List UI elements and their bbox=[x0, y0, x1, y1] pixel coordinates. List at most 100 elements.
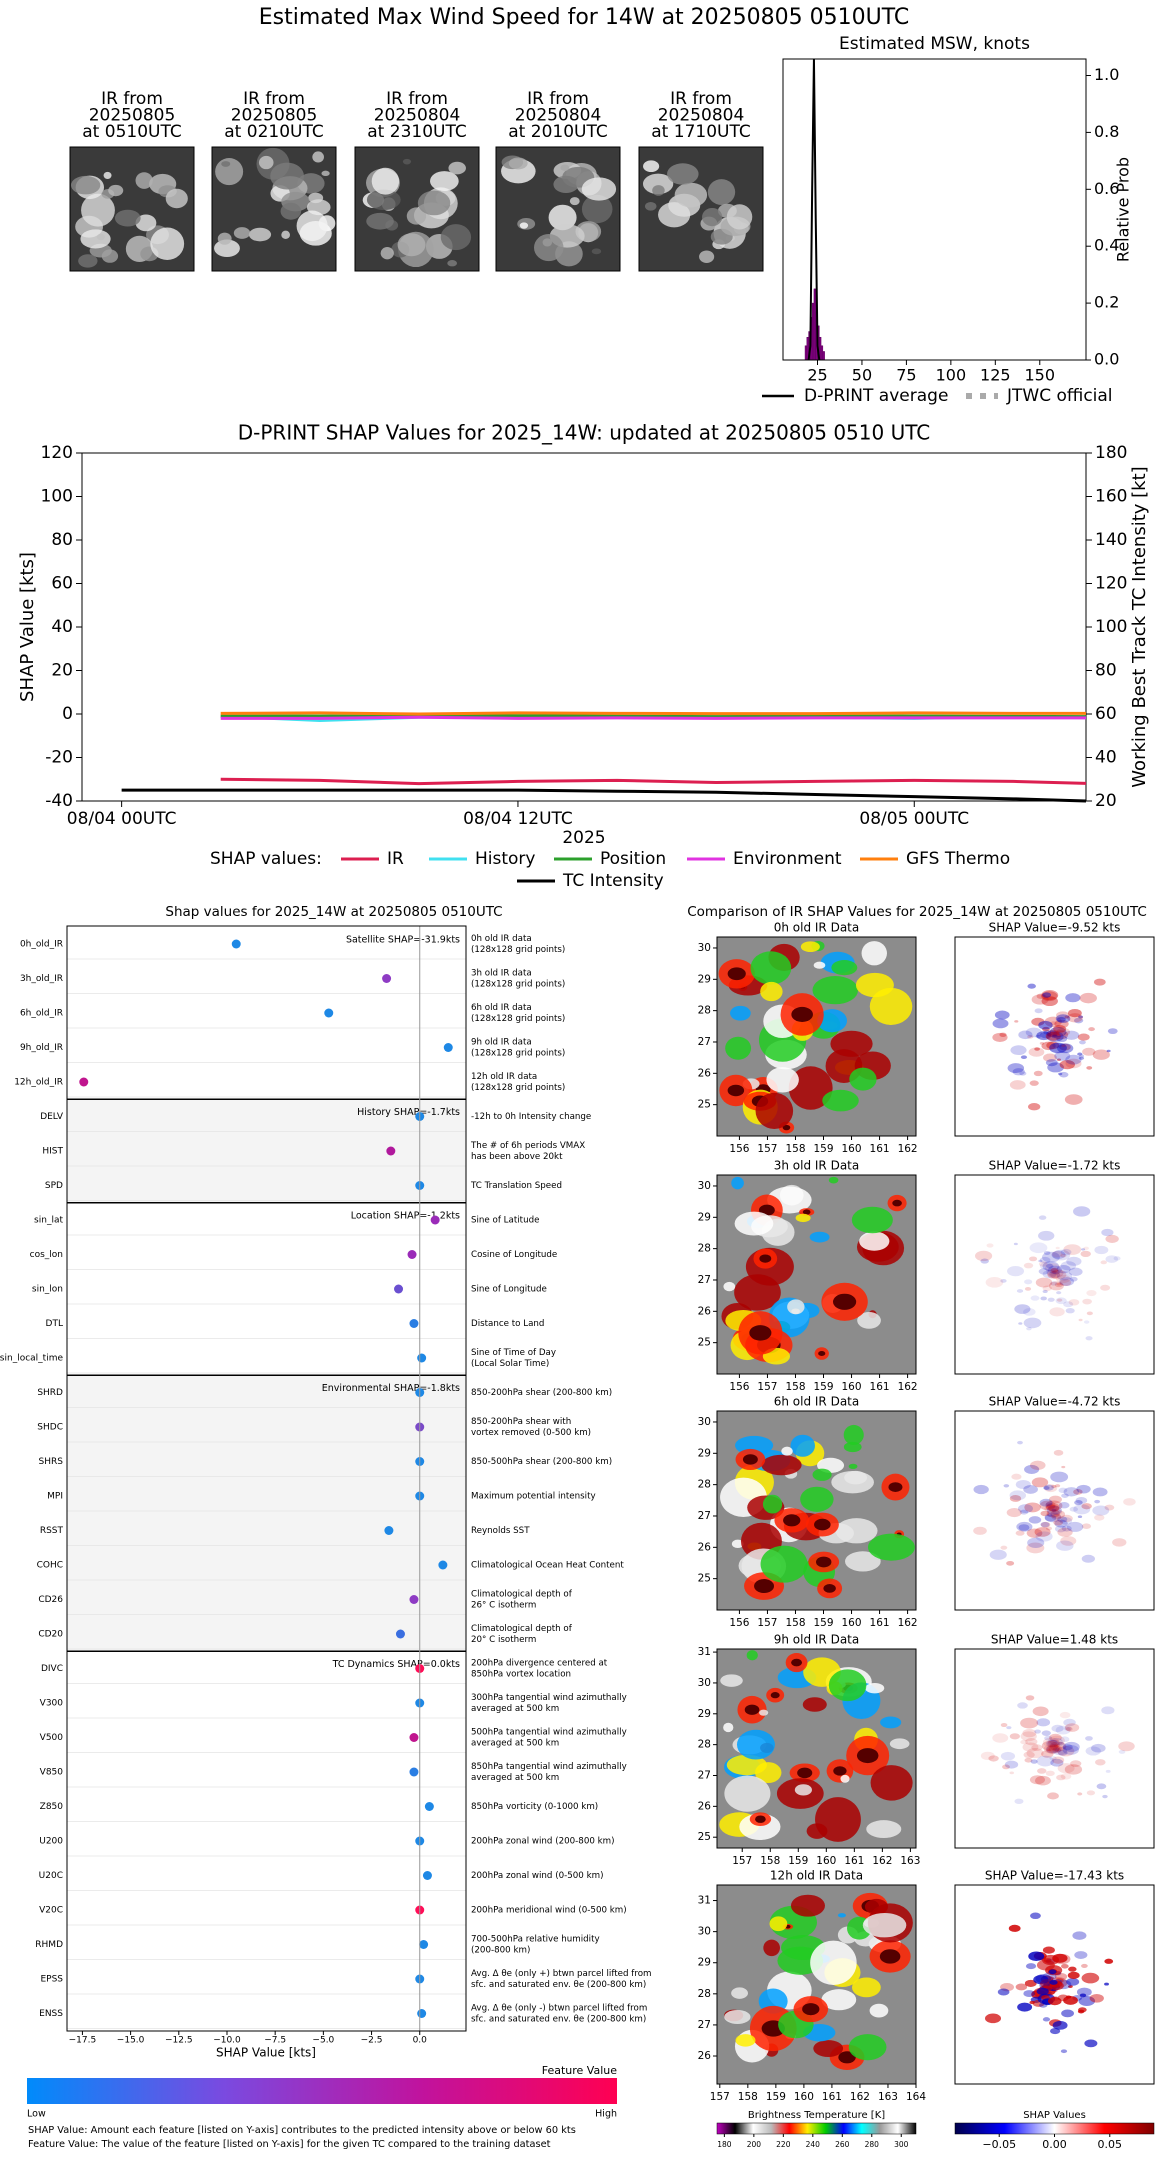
cloud-feature bbox=[769, 1916, 788, 1932]
x-tick-label: 159 bbox=[813, 1381, 833, 1393]
ir-panel-title: 9h old IR Data bbox=[774, 1633, 860, 1647]
thumbnail-title: 20250804 bbox=[374, 106, 461, 126]
cloud-feature bbox=[787, 1299, 805, 1315]
x-axis-label: 2025 bbox=[562, 828, 605, 848]
group-label: TC Dynamics SHAP=0.0kts bbox=[332, 1659, 460, 1670]
shap-feature bbox=[1058, 1487, 1068, 1493]
shap-feature bbox=[992, 1018, 1009, 1029]
shap-feature bbox=[1065, 1307, 1075, 1314]
shap-feature bbox=[1039, 1042, 1045, 1045]
shap-feature bbox=[1046, 1503, 1056, 1509]
cloud-feature bbox=[868, 1533, 915, 1561]
shap-feature bbox=[1112, 1538, 1127, 1547]
shap-feature bbox=[1042, 1026, 1050, 1032]
cloud-feature bbox=[813, 2040, 844, 2057]
shap-feature bbox=[985, 1277, 1004, 1288]
shap-image bbox=[955, 1411, 1154, 1610]
x-tick-label: 75 bbox=[896, 366, 916, 385]
shap-feature bbox=[1015, 1983, 1028, 1991]
cloud bbox=[135, 214, 157, 232]
cloud bbox=[270, 162, 304, 190]
y-tick-label: 27 bbox=[698, 2019, 711, 2031]
shap-feature bbox=[1068, 1966, 1077, 1972]
cloud-feature bbox=[731, 1987, 748, 1999]
cloud bbox=[214, 239, 240, 257]
feature-description: 6h old IR data bbox=[471, 1003, 532, 1013]
shap-feature bbox=[1034, 1047, 1040, 1051]
feature-description: 20° C isotherm bbox=[471, 1635, 536, 1645]
shap-feature bbox=[1047, 1033, 1052, 1037]
shap-dot bbox=[384, 1526, 394, 1535]
cloud bbox=[534, 234, 564, 262]
shap-feature bbox=[1029, 1775, 1046, 1785]
feature-label: sin_local_time bbox=[0, 1354, 63, 1364]
cloud-feature bbox=[869, 987, 913, 1025]
shap-feature bbox=[1056, 1282, 1061, 1286]
cloud-core bbox=[802, 2003, 820, 2016]
shap-feature bbox=[1094, 1245, 1109, 1255]
shap-feature bbox=[1047, 1265, 1062, 1275]
y2-tick-label: 140 bbox=[1095, 530, 1127, 550]
feature-description: 850-200hPa shear with bbox=[471, 1417, 571, 1427]
cloud-feature bbox=[862, 1912, 907, 1938]
x-tick-label: 157 bbox=[710, 2091, 730, 2103]
cloud-feature bbox=[759, 1709, 769, 1716]
shap-feature bbox=[988, 1755, 999, 1762]
x-tick-label: 50 bbox=[852, 366, 872, 385]
shap-feature bbox=[1027, 1035, 1034, 1039]
shap-image bbox=[955, 1175, 1154, 1374]
feature-label: Z850 bbox=[40, 1802, 64, 1812]
cloud-feature bbox=[865, 1682, 885, 1694]
shap-feature bbox=[1029, 1460, 1046, 1470]
cloud bbox=[684, 200, 696, 208]
shap-feature bbox=[1047, 1029, 1060, 1037]
shap-feature bbox=[1034, 1729, 1042, 1734]
cloud bbox=[217, 232, 232, 245]
shap-feature bbox=[1046, 1267, 1060, 1276]
shap-feature bbox=[1079, 992, 1097, 1004]
feature-description: Cosine of Longitude bbox=[471, 1250, 557, 1260]
shap-feature bbox=[1059, 1043, 1071, 1051]
shap-feature bbox=[1047, 1792, 1059, 1800]
shap-feature bbox=[1061, 1465, 1066, 1469]
shap-feature bbox=[1056, 1291, 1062, 1295]
y-axis-label: SHAP Value [kts] bbox=[17, 552, 38, 702]
shap-feature bbox=[1036, 1031, 1052, 1041]
shap-feature bbox=[1059, 1279, 1072, 1287]
shap-feature bbox=[1003, 1484, 1010, 1488]
x-tick-label: 161 bbox=[844, 1855, 864, 1867]
feature-description: 200hPa divergence centered at bbox=[471, 1659, 608, 1669]
cloud bbox=[248, 227, 272, 242]
shap-feature bbox=[1018, 1322, 1023, 1325]
shap-feature bbox=[1028, 1516, 1042, 1524]
feature-label: cos_lon bbox=[30, 1250, 63, 1260]
y2-tick-label: 160 bbox=[1095, 487, 1127, 507]
shap-feature bbox=[1025, 1963, 1037, 1970]
shap-feature bbox=[1075, 1496, 1088, 1504]
shap-feature bbox=[1044, 1016, 1062, 1027]
shap-feature bbox=[1101, 1228, 1114, 1237]
cloud-feature bbox=[828, 1669, 867, 1702]
feature-description: 850hPa vorticity (0-1000 km) bbox=[471, 1802, 598, 1812]
shap-feature bbox=[1017, 1702, 1028, 1709]
shap-feature bbox=[1038, 1268, 1050, 1275]
feature-description: has been above 20kt bbox=[471, 1152, 563, 1162]
shap-feature bbox=[1066, 1256, 1082, 1266]
shap-feature bbox=[1012, 1068, 1025, 1076]
ir-frame bbox=[716, 1410, 917, 1611]
shap-feature bbox=[1061, 1493, 1069, 1498]
y2-tick-label: 80 bbox=[1095, 661, 1117, 681]
feature-label: COHC bbox=[37, 1561, 63, 1571]
shap-feature bbox=[1076, 1484, 1091, 1494]
shap-feature bbox=[1028, 1103, 1041, 1111]
shap-feature bbox=[1000, 1278, 1007, 1283]
thumbnail-title: at 2010UTC bbox=[508, 122, 607, 142]
shap-feature bbox=[1023, 1485, 1038, 1494]
cloud-feature bbox=[845, 1551, 881, 1572]
legend-label: TC Intensity bbox=[562, 871, 664, 891]
shap-feature bbox=[1064, 1726, 1072, 1731]
shap-feature bbox=[1014, 1304, 1031, 1314]
shap-feature bbox=[1077, 2009, 1085, 2014]
x-tick-label: −7.5 bbox=[264, 2036, 286, 2046]
y-tick-label: 29 bbox=[698, 1957, 711, 1969]
